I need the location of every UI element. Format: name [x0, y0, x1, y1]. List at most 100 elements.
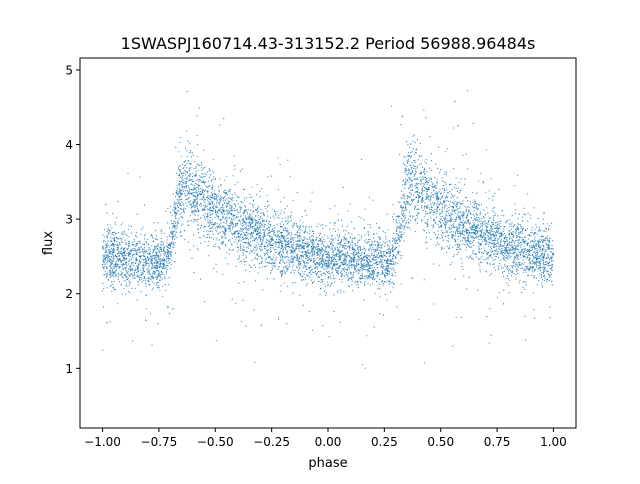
data-point [318, 243, 320, 245]
data-point [196, 206, 198, 208]
data-point [358, 239, 360, 242]
data-point [432, 202, 434, 204]
data-point [373, 251, 375, 253]
data-point [175, 225, 177, 227]
data-point [488, 198, 490, 200]
data-point [449, 214, 451, 216]
data-point [216, 203, 218, 205]
data-point [334, 264, 336, 266]
data-point [551, 251, 553, 253]
data-point [251, 226, 253, 228]
data-point [203, 190, 206, 192]
data-point [196, 247, 198, 249]
data-point [296, 234, 298, 236]
data-point [543, 258, 545, 260]
data-point [338, 249, 340, 251]
data-point [345, 262, 347, 264]
data-point [179, 181, 181, 183]
data-point [174, 261, 176, 263]
data-point [546, 235, 549, 237]
data-point [485, 226, 487, 228]
data-point [282, 259, 284, 261]
data-point [128, 282, 130, 284]
data-point [130, 268, 132, 270]
data-point [500, 241, 502, 243]
data-point [390, 279, 392, 281]
data-point [391, 263, 393, 265]
data-point [248, 218, 250, 220]
data-point [481, 225, 483, 227]
data-point [429, 198, 431, 200]
data-point [371, 264, 373, 267]
data-point [175, 228, 177, 230]
data-point [340, 289, 342, 291]
data-point [430, 153, 432, 155]
data-point [495, 269, 497, 271]
data-point [318, 248, 320, 250]
data-point [479, 244, 481, 246]
data-point [299, 219, 301, 221]
data-point [399, 251, 401, 253]
data-point [237, 197, 239, 199]
data-point [457, 244, 459, 246]
data-point [410, 183, 412, 186]
data-point [502, 234, 504, 236]
data-point [364, 280, 366, 282]
data-point [277, 230, 279, 232]
data-point [105, 276, 107, 279]
data-point [123, 267, 125, 269]
data-point [236, 242, 238, 244]
data-point [425, 187, 427, 189]
data-point [263, 253, 265, 255]
data-point [117, 258, 119, 261]
data-point [128, 263, 130, 265]
data-point [410, 151, 412, 153]
data-point [399, 202, 401, 204]
data-point [366, 258, 368, 260]
data-point [104, 247, 106, 249]
data-point [306, 283, 308, 285]
data-point [203, 200, 205, 202]
data-point [181, 201, 183, 203]
data-point [379, 236, 381, 238]
data-point [180, 172, 182, 174]
data-point [331, 263, 333, 265]
data-point [432, 224, 435, 226]
data-point [303, 242, 305, 244]
data-point [451, 188, 453, 190]
data-point [529, 214, 532, 216]
data-point [207, 245, 209, 247]
data-point [333, 225, 335, 227]
data-point [255, 238, 257, 240]
data-point [490, 236, 492, 238]
data-point [395, 230, 397, 232]
data-point [202, 204, 204, 206]
data-point [385, 236, 387, 238]
data-point [501, 250, 503, 252]
data-point [245, 269, 247, 271]
data-point [268, 204, 270, 206]
data-point [478, 242, 480, 244]
data-point [342, 259, 344, 261]
data-point [208, 201, 210, 203]
data-point [243, 210, 245, 213]
data-point [467, 221, 469, 224]
data-point [215, 263, 217, 265]
data-point [221, 213, 223, 215]
data-point [188, 196, 190, 199]
data-point [404, 226, 406, 228]
data-point [107, 257, 109, 259]
data-point [291, 238, 293, 241]
data-point [356, 281, 358, 283]
data-point [315, 264, 317, 266]
data-point [112, 254, 114, 256]
data-point [232, 199, 234, 201]
data-point [373, 244, 375, 246]
data-point [337, 263, 339, 265]
data-point [409, 228, 411, 230]
data-point [499, 243, 501, 245]
data-point [539, 238, 541, 240]
data-point [126, 234, 128, 237]
data-point [508, 237, 510, 240]
data-point [353, 248, 355, 250]
